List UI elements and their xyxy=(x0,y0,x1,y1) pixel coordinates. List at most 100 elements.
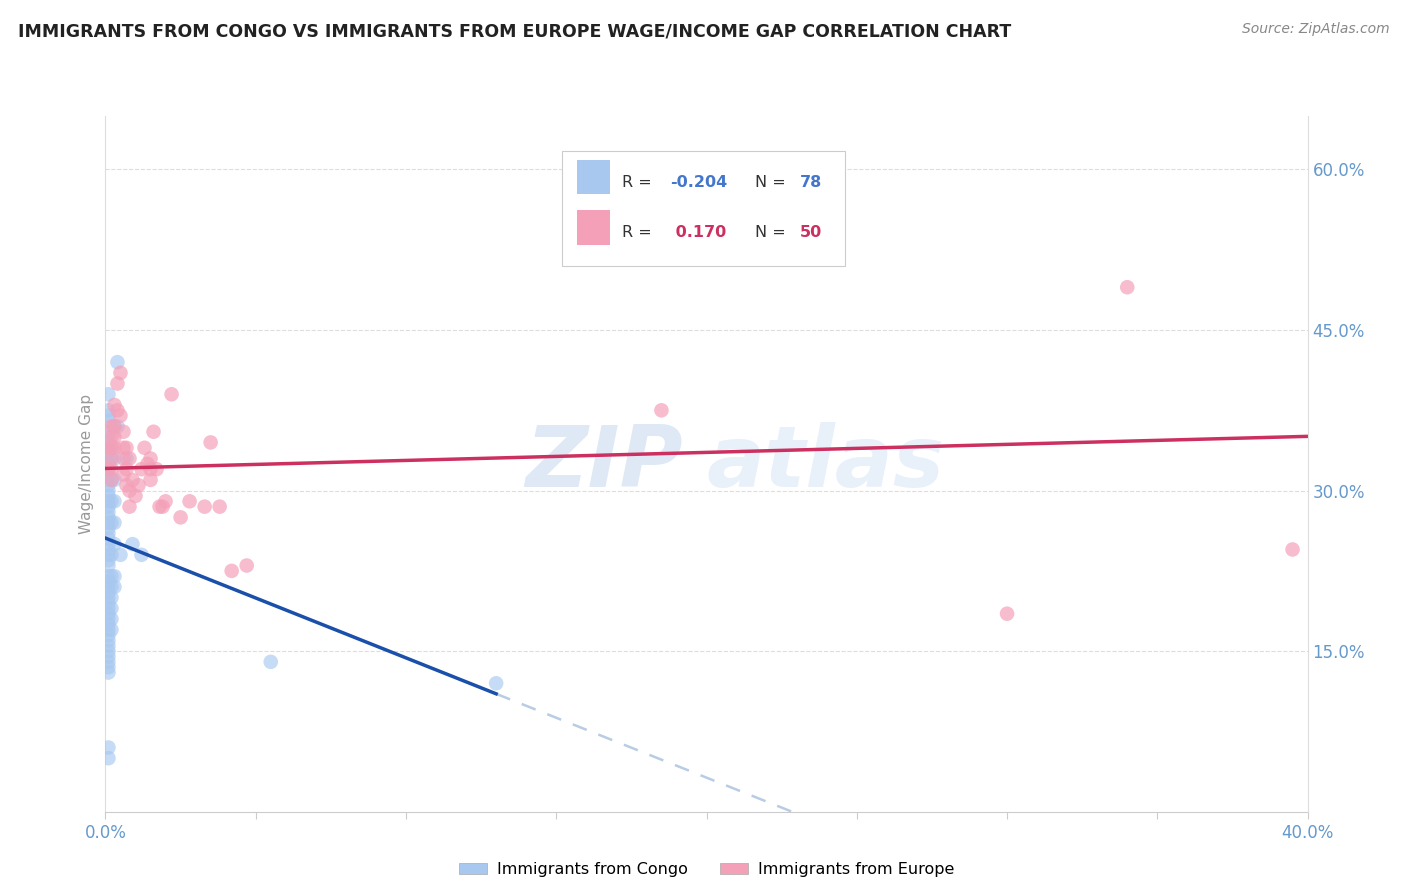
Text: IMMIGRANTS FROM CONGO VS IMMIGRANTS FROM EUROPE WAGE/INCOME GAP CORRELATION CHAR: IMMIGRANTS FROM CONGO VS IMMIGRANTS FROM… xyxy=(18,22,1011,40)
Text: N =: N = xyxy=(755,226,786,240)
Point xyxy=(145,462,167,476)
Y-axis label: Wage/Income Gap: Wage/Income Gap xyxy=(79,393,94,534)
Point xyxy=(194,500,217,514)
Point xyxy=(97,526,120,541)
Point xyxy=(97,617,120,632)
Point xyxy=(118,451,141,466)
Point xyxy=(200,435,222,450)
Point xyxy=(97,542,120,557)
Point xyxy=(97,548,120,562)
Point xyxy=(100,451,122,466)
Point xyxy=(100,494,122,508)
Point xyxy=(97,612,120,626)
Point xyxy=(1116,280,1139,294)
Point xyxy=(97,628,120,642)
Point xyxy=(115,462,138,476)
Point xyxy=(142,425,165,439)
Point xyxy=(139,473,162,487)
Point xyxy=(115,451,138,466)
Point xyxy=(103,516,125,530)
Text: 0.170: 0.170 xyxy=(671,226,727,240)
Point xyxy=(100,569,122,583)
Point xyxy=(155,494,177,508)
Point xyxy=(97,569,120,583)
Text: atlas: atlas xyxy=(707,422,945,506)
Point xyxy=(100,441,122,455)
Point xyxy=(110,548,132,562)
Point xyxy=(100,473,122,487)
Point xyxy=(650,403,672,417)
Point xyxy=(160,387,183,401)
Point xyxy=(152,500,174,514)
Point xyxy=(103,441,125,455)
Point xyxy=(100,612,122,626)
Point xyxy=(97,494,120,508)
Point xyxy=(97,462,120,476)
Point xyxy=(97,580,120,594)
Point xyxy=(169,510,191,524)
Point xyxy=(139,451,162,466)
Point xyxy=(103,419,125,434)
Bar xyxy=(576,211,610,245)
Point xyxy=(121,537,143,551)
Point xyxy=(97,558,120,573)
Point xyxy=(97,387,120,401)
Point xyxy=(100,516,122,530)
Point xyxy=(100,580,122,594)
Point xyxy=(100,462,122,476)
Point xyxy=(110,409,132,423)
Point xyxy=(221,564,243,578)
Point xyxy=(124,489,146,503)
Point xyxy=(97,537,120,551)
Point xyxy=(97,500,120,514)
Point xyxy=(112,441,135,455)
Point xyxy=(97,607,120,621)
Point xyxy=(118,483,141,498)
Point xyxy=(97,462,120,476)
Point xyxy=(97,516,120,530)
Legend: Immigrants from Congo, Immigrants from Europe: Immigrants from Congo, Immigrants from E… xyxy=(453,856,960,884)
Point xyxy=(97,596,120,610)
Point xyxy=(97,623,120,637)
Point xyxy=(97,425,120,439)
Point xyxy=(103,537,125,551)
Point xyxy=(97,644,120,658)
Point xyxy=(128,478,150,492)
Point xyxy=(485,676,508,690)
Point xyxy=(97,665,120,680)
Point xyxy=(97,740,120,755)
Point xyxy=(107,403,129,417)
Point xyxy=(97,649,120,664)
Text: ZIP: ZIP xyxy=(524,422,682,506)
Point xyxy=(97,403,120,417)
Point xyxy=(136,457,159,471)
FancyBboxPatch shape xyxy=(562,151,845,266)
Text: N =: N = xyxy=(755,175,786,190)
Point xyxy=(115,478,138,492)
Point xyxy=(110,366,132,380)
Point xyxy=(100,430,122,444)
Point xyxy=(97,639,120,653)
Text: -0.204: -0.204 xyxy=(671,175,728,190)
Point xyxy=(995,607,1018,621)
Point xyxy=(97,441,120,455)
Point xyxy=(103,419,125,434)
Point xyxy=(97,430,120,444)
Point xyxy=(235,558,257,573)
Point xyxy=(97,409,120,423)
Point xyxy=(112,425,135,439)
Point xyxy=(103,451,125,466)
Point xyxy=(97,585,120,599)
Point xyxy=(1281,542,1303,557)
Point xyxy=(100,548,122,562)
Point xyxy=(208,500,231,514)
Point xyxy=(179,494,201,508)
Point xyxy=(100,451,122,466)
Point xyxy=(97,441,120,455)
Point xyxy=(107,355,129,369)
Point xyxy=(131,462,153,476)
Point xyxy=(139,462,162,476)
Point xyxy=(97,489,120,503)
Text: 78: 78 xyxy=(800,175,823,190)
Point xyxy=(103,580,125,594)
